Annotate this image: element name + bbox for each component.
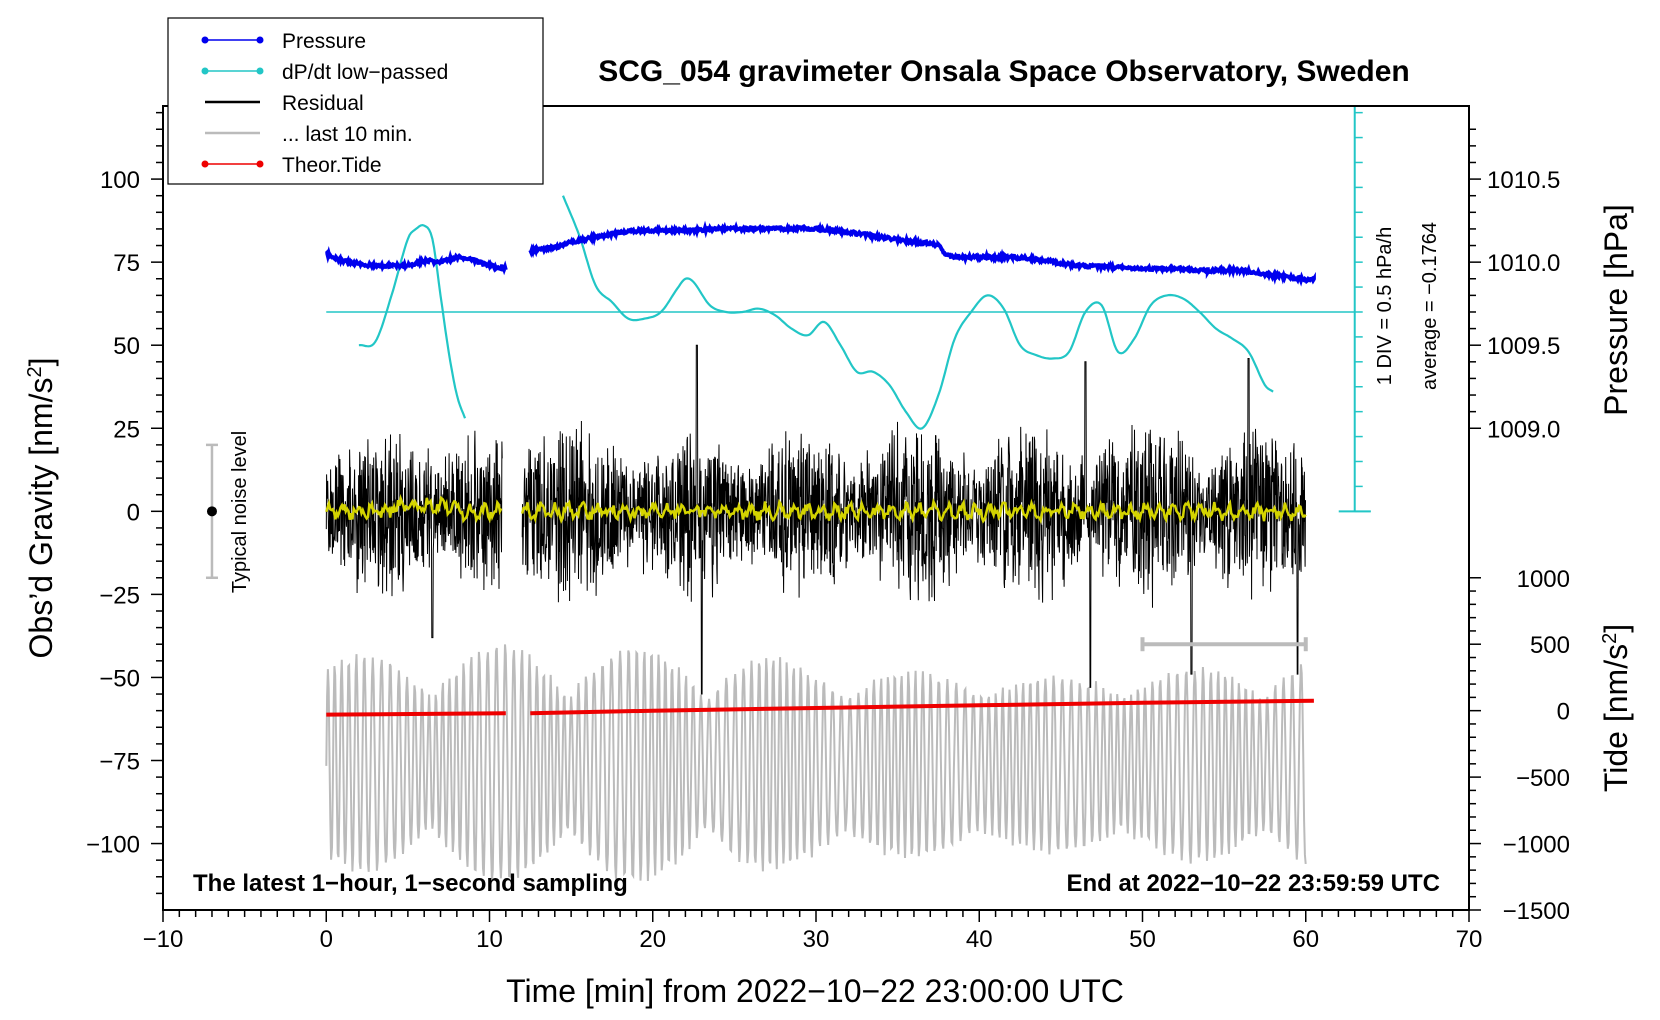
sampling-note: The latest 1−hour, 1−second sampling (193, 870, 628, 897)
pressure-tick-label: 1010.5 (1487, 167, 1560, 194)
y-axis-label-left-close: ] (23, 358, 59, 367)
pressure-tick-label: 1009.0 (1487, 416, 1560, 443)
legend: Pressure dP/dt low−passed Residual ... last… (167, 17, 544, 185)
residual-line-2 (521, 344, 1306, 695)
x-axis-label: Time [min] from 2022−10−22 23:00:00 UTC (506, 973, 1124, 1009)
tide-tick-label: 0 (1557, 699, 1570, 726)
chart-title: SCG_054 gravimeter Onsala Space Observat… (598, 55, 1410, 88)
legend-marker-1-a (201, 36, 209, 44)
legend-label-5: Theor.Tide (282, 154, 382, 177)
y-tick-label: 25 (113, 416, 140, 443)
y-axis-label-tide-base: Tide [nm/s (1598, 644, 1634, 792)
tide-tick-label: 1000 (1517, 566, 1570, 593)
x-tick-label: 0 (320, 926, 333, 953)
end-time-note: End at 2022−10−22 23:59:59 UTC (1066, 870, 1440, 897)
pressure-line-1 (324, 246, 508, 276)
y-tick-label: 0 (127, 499, 140, 526)
x-tick-label: 40 (966, 926, 993, 953)
tide-tick-label: −500 (1516, 765, 1570, 792)
y-tick-label: −50 (99, 665, 140, 692)
dpdt-line-2 (561, 195, 1274, 430)
x-tick-label: 20 (639, 926, 666, 953)
tide-tick-label: −1500 (1503, 898, 1570, 925)
legend-marker-2-a (201, 67, 209, 75)
y-axis-label-tide-close: ] (1598, 624, 1634, 633)
y-tick-label: −100 (86, 832, 140, 859)
y-axis-label-tide-superscript: 2 (1599, 633, 1621, 644)
x-tick-label: −10 (143, 926, 184, 953)
noise-level-label: Typical noise level (229, 431, 251, 593)
y-tick-label: −75 (99, 748, 140, 775)
pressure-line-2 (528, 220, 1316, 287)
legend-marker-5-a (201, 160, 209, 168)
residual-smooth-line-2 (520, 497, 1307, 525)
tide-line-1 (326, 711, 506, 717)
y-tick-label: 100 (100, 167, 140, 194)
legend-label-2: dP/dt low−passed (282, 61, 448, 84)
legend-marker-2-b (256, 67, 264, 75)
y-tick-label: −25 (99, 582, 140, 609)
div-label: 1 DIV = 0.5 hPa/h (1374, 227, 1396, 385)
data-layer (205, 106, 1371, 882)
dpdt-line-1 (358, 223, 467, 419)
tide-tick-label: −1000 (1503, 832, 1570, 859)
pressure-tick-label: 1009.5 (1487, 333, 1560, 360)
legend-marker-1-b (256, 36, 264, 44)
last10-line (325, 644, 1307, 882)
tide-line-2 (530, 698, 1314, 716)
tide-tick-label: 500 (1530, 632, 1570, 659)
y-axis-label-pressure: Pressure [hPa] (1598, 204, 1634, 416)
y-tick-label: 75 (113, 250, 140, 277)
residual-smooth-line-1 (325, 493, 503, 524)
axes-layer: −10 0 10 20 30 40 50 60 701007550250−25−50−75−10… (86, 111, 1570, 953)
y-tick-label: 50 (113, 333, 140, 360)
pressure-tick-label: 1010.0 (1487, 250, 1560, 277)
average-label: average = −0.1764 (1419, 222, 1441, 390)
y-axis-label-tide: Tide [nm/s2] (1598, 624, 1634, 792)
y-axis-label-left-base: Obs’d Gravity [nm/s (23, 378, 59, 659)
residual-line-1 (325, 430, 503, 639)
x-tick-label: 30 (803, 926, 830, 953)
y-axis-label-left: Obs’d Gravity [nm/s2] (23, 358, 59, 659)
x-tick-label: 70 (1456, 926, 1483, 953)
x-tick-label: 10 (476, 926, 503, 953)
legend-label-4: ... last 10 min. (282, 123, 413, 146)
noise-bar-center-dot (206, 506, 217, 517)
legend-label-3: Residual (282, 92, 364, 115)
x-tick-label: 60 (1292, 926, 1319, 953)
x-tick-label: 50 (1129, 926, 1156, 953)
y-axis-label-left-superscript: 2 (24, 366, 46, 377)
legend-marker-5-b (256, 160, 264, 168)
legend-label-1: Pressure (282, 30, 366, 53)
